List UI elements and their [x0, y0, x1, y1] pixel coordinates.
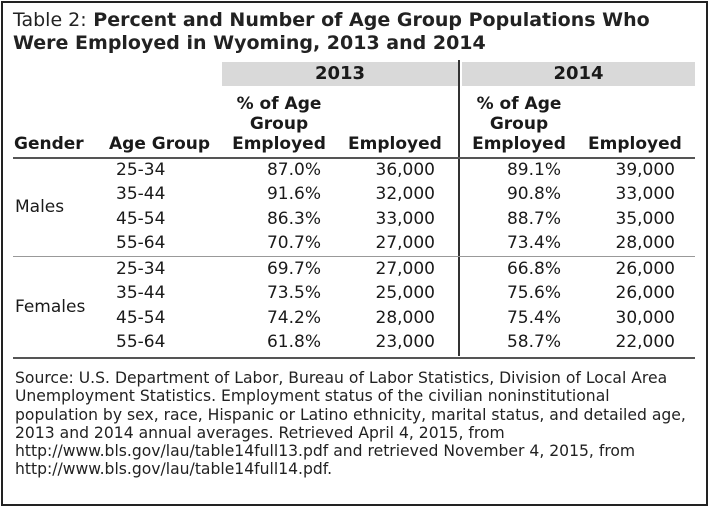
table-cell-age: 45-54: [116, 209, 166, 229]
header-employed-2013: Employed: [348, 134, 442, 154]
table-cell-pct-2013: 87.0%: [266, 160, 321, 180]
table-cell-employed-2013: 32,000: [375, 184, 435, 204]
table-cell-employed-2013: 28,000: [375, 308, 435, 328]
table-cell-employed-2013: 33,000: [375, 209, 435, 229]
year-header-2013: 2013: [314, 63, 366, 84]
table-cell-age: 55-64: [116, 332, 166, 352]
table-cell-employed-2014: 26,000: [615, 259, 675, 279]
table-cell-employed-2013: 36,000: [375, 160, 435, 180]
header-pct-2014: % of Age Group Employed: [465, 94, 573, 154]
header-pct-line2: Group: [489, 114, 549, 134]
table-cell-employed-2013: 25,000: [375, 283, 435, 303]
table-cell-pct-2013: 61.8%: [266, 332, 321, 352]
table-cell-employed-2014: 26,000: [615, 283, 675, 303]
table-cell-pct-2014: 90.8%: [506, 184, 561, 204]
year-band-2013: [222, 62, 458, 86]
header-age-group: Age Group: [109, 134, 211, 154]
table-cell-age: 25-34: [116, 259, 166, 279]
header-rule: [13, 157, 695, 159]
year-band-2014: [462, 62, 695, 86]
table-cell-pct-2014: 89.1%: [506, 160, 561, 180]
table-cell-age: 45-54: [116, 308, 166, 328]
table-cell-pct-2014: 75.6%: [506, 283, 561, 303]
table-cell-age: 35-44: [116, 283, 166, 303]
year-divider: [458, 60, 460, 356]
source-note: Source: U.S. Department of Labor, Bureau…: [15, 369, 686, 479]
table-cell-pct-2013: 86.3%: [266, 209, 321, 229]
gender-label-females: Females: [15, 297, 86, 317]
table-cell-pct-2013: 70.7%: [266, 233, 321, 253]
table-cell-age: 55-64: [116, 233, 166, 253]
table-cell-employed-2014: 30,000: [615, 308, 675, 328]
table-cell-employed-2013: 27,000: [375, 259, 435, 279]
table-bottom-rule: [13, 357, 695, 359]
header-pct-2013: % of Age Group Employed: [225, 94, 333, 154]
table-cell-age: 25-34: [116, 160, 166, 180]
table-title-text: Percent and Number of Age Group Populati…: [13, 9, 650, 54]
header-pct-line3: Employed: [232, 134, 326, 154]
table-title: Table 2: Percent and Number of Age Group…: [13, 9, 693, 55]
table-cell-pct-2014: 73.4%: [506, 233, 561, 253]
table-cell-employed-2013: 23,000: [375, 332, 435, 352]
table-cell-employed-2014: 33,000: [615, 184, 675, 204]
table-cell-employed-2014: 35,000: [615, 209, 675, 229]
gender-label-males: Males: [15, 197, 65, 217]
table-cell-pct-2014: 75.4%: [506, 308, 561, 328]
table-cell-employed-2014: 39,000: [615, 160, 675, 180]
table-cell-employed-2013: 27,000: [375, 233, 435, 253]
table-cell-pct-2013: 91.6%: [266, 184, 321, 204]
table-cell-employed-2014: 22,000: [615, 332, 675, 352]
table-cell-pct-2014: 66.8%: [506, 259, 561, 279]
group-divider: [13, 256, 695, 257]
table-cell-pct-2013: 69.7%: [266, 259, 321, 279]
table-cell-pct-2013: 74.2%: [266, 308, 321, 328]
header-pct-line1: % of Age: [236, 94, 322, 114]
table-number: Table 2:: [13, 9, 87, 31]
table-cell-pct-2013: 73.5%: [266, 283, 321, 303]
header-pct-line1: % of Age: [476, 94, 562, 114]
header-pct-line2: Group: [249, 114, 309, 134]
table-cell-age: 35-44: [116, 184, 166, 204]
table-cell-employed-2014: 28,000: [615, 233, 675, 253]
header-gender: Gender: [14, 134, 84, 154]
table-cell-pct-2014: 58.7%: [506, 332, 561, 352]
header-pct-line3: Employed: [472, 134, 566, 154]
year-header-2014: 2014: [553, 63, 604, 84]
table-cell-pct-2014: 88.7%: [506, 209, 561, 229]
header-employed-2014: Employed: [588, 134, 682, 154]
